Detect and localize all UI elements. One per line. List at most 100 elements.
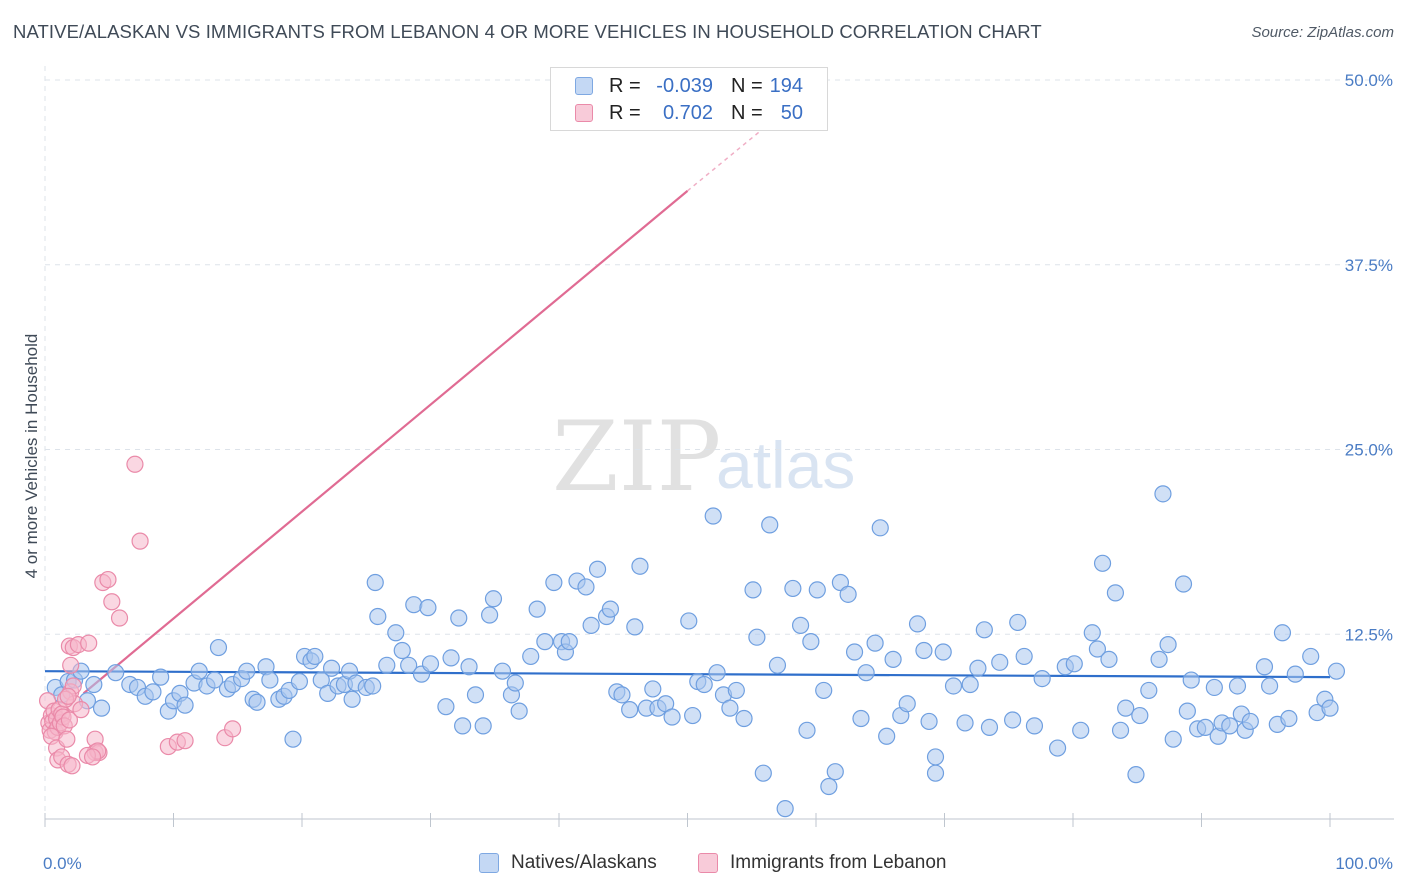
data-point-natives — [920, 712, 938, 731]
data-point-natives — [1009, 613, 1027, 632]
data-point-natives — [248, 693, 266, 711]
data-point-natives — [190, 662, 208, 680]
data-point-natives — [991, 653, 1009, 671]
data-point-natives — [808, 581, 826, 599]
bottom-legend-swatch-pink — [698, 853, 718, 873]
data-point-lebanon — [110, 609, 129, 627]
data-point-natives — [831, 573, 850, 592]
data-point-natives — [366, 573, 384, 592]
data-point-natives — [1154, 485, 1172, 503]
data-point-lebanon — [80, 634, 98, 652]
data-point-natives — [238, 662, 256, 680]
data-point-natives — [545, 573, 563, 592]
data-point-natives — [663, 708, 681, 726]
legend-n-value: 50 — [780, 102, 803, 124]
legend-r-value: -0.039 — [656, 75, 713, 97]
data-point-natives — [898, 695, 916, 713]
legend-swatch-pink — [575, 104, 593, 122]
legend-r-label: R = — [609, 75, 641, 97]
data-point-natives — [1321, 699, 1339, 717]
data-point-lebanon — [103, 593, 121, 611]
data-point-natives — [1088, 640, 1107, 658]
data-point-natives — [421, 655, 440, 673]
data-point-natives — [369, 607, 387, 626]
data-point-natives — [768, 656, 787, 674]
data-point-natives — [1164, 730, 1182, 748]
data-point-natives — [1159, 635, 1177, 654]
data-point-natives — [708, 664, 726, 682]
data-point-natives — [1261, 677, 1279, 695]
data-point-natives — [735, 709, 753, 728]
data-point-natives — [1228, 677, 1247, 695]
data-point-natives — [626, 618, 644, 636]
data-point-natives — [845, 643, 864, 661]
data-point-lebanon — [63, 757, 81, 775]
legend-swatch-blue — [575, 77, 593, 95]
data-point-natives — [577, 578, 595, 596]
data-point-natives — [290, 672, 309, 691]
data-point-lebanon — [62, 656, 80, 674]
x-tick-label: 0.0% — [43, 854, 82, 873]
data-point-natives — [92, 699, 111, 717]
data-point-natives — [284, 730, 302, 748]
data-point-natives — [522, 647, 540, 666]
data-point-natives — [826, 763, 844, 781]
data-point-natives — [820, 777, 838, 796]
data-point-natives — [364, 677, 382, 695]
bottom-legend-label: Immigrants from Lebanon — [730, 852, 947, 873]
data-point-natives — [588, 560, 607, 578]
data-point-natives — [1150, 650, 1168, 668]
data-point-natives — [1241, 712, 1259, 731]
data-point-natives — [560, 633, 578, 651]
data-point-natives — [815, 681, 833, 700]
legend-n-value: 194 — [769, 75, 803, 97]
data-point-natives — [1196, 718, 1214, 736]
data-point-natives — [1302, 647, 1320, 666]
data-point-natives — [748, 628, 766, 646]
data-point-natives — [926, 748, 945, 766]
data-point-natives — [506, 674, 524, 692]
data-point-natives — [209, 638, 228, 657]
data-point-lebanon — [59, 687, 77, 705]
data-point-natives — [107, 664, 125, 682]
y-tick-label: 37.5% — [1345, 256, 1393, 275]
watermark-zip: ZIP — [552, 401, 721, 513]
data-point-natives — [1286, 665, 1304, 683]
data-point-natives — [474, 717, 492, 735]
data-point-natives — [1033, 669, 1051, 688]
data-point-natives — [644, 680, 662, 698]
data-point-natives — [684, 706, 702, 725]
data-point-lebanon — [58, 730, 76, 748]
data-point-lebanon — [224, 720, 242, 738]
data-point-natives — [784, 579, 802, 598]
data-point-natives — [322, 659, 341, 677]
data-point-natives — [944, 677, 963, 695]
data-point-natives — [621, 701, 639, 719]
tick-labels: 12.5% 25.0% 37.5% 50.0% 0.0% 100.0% — [43, 71, 1393, 873]
data-point-natives — [721, 699, 739, 717]
y-axis-label: 4 or more Vehicles in Household — [22, 334, 41, 579]
data-point-natives — [761, 516, 779, 534]
data-point-natives — [601, 600, 620, 618]
data-point-natives — [1182, 671, 1200, 689]
data-point-natives — [969, 659, 987, 677]
data-point-natives — [1065, 655, 1083, 673]
data-point-natives — [152, 668, 170, 686]
data-point-lebanon — [126, 455, 144, 473]
data-point-natives — [387, 624, 405, 642]
data-point-natives — [419, 599, 437, 617]
data-point-natives — [934, 643, 952, 661]
data-point-lebanon — [99, 570, 117, 589]
data-point-natives — [400, 656, 418, 674]
x-tick-label: 100.0% — [1335, 854, 1393, 873]
data-point-natives — [1072, 721, 1090, 739]
data-point-natives — [613, 686, 631, 704]
data-point-natives — [484, 590, 503, 608]
data-point-natives — [1106, 584, 1125, 602]
data-point-natives — [510, 702, 528, 720]
data-point-natives — [1127, 766, 1145, 784]
data-point-natives — [1327, 662, 1346, 680]
data-point-natives — [454, 717, 472, 735]
data-point-natives — [1117, 699, 1135, 717]
data-point-natives — [744, 581, 762, 599]
